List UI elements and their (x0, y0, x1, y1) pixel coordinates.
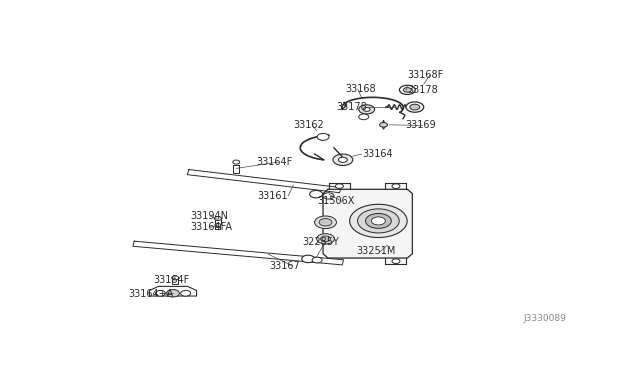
Circle shape (233, 160, 240, 164)
Text: 31506X: 31506X (317, 196, 355, 206)
Polygon shape (323, 189, 412, 258)
Circle shape (392, 184, 400, 189)
Circle shape (321, 236, 330, 242)
Circle shape (156, 291, 165, 296)
Text: 33168F: 33168F (408, 70, 444, 80)
Polygon shape (381, 121, 385, 129)
Circle shape (317, 134, 329, 140)
Circle shape (301, 255, 315, 263)
Circle shape (371, 217, 385, 225)
Circle shape (359, 105, 374, 114)
Circle shape (399, 85, 415, 94)
Circle shape (315, 216, 337, 228)
Circle shape (364, 108, 370, 111)
Text: 33161: 33161 (258, 191, 288, 201)
Circle shape (339, 157, 348, 162)
Polygon shape (329, 183, 350, 189)
Circle shape (319, 219, 332, 226)
Text: 33168: 33168 (346, 84, 376, 94)
Circle shape (312, 257, 322, 263)
Text: 33178: 33178 (408, 86, 438, 96)
Text: 33164F: 33164F (154, 275, 189, 285)
Circle shape (215, 223, 221, 227)
Text: 33162: 33162 (293, 120, 324, 130)
Circle shape (380, 122, 388, 127)
Text: 33164FA: 33164FA (190, 222, 232, 232)
Text: J3330089: J3330089 (524, 314, 566, 323)
Text: 33194N: 33194N (190, 211, 228, 221)
Circle shape (358, 209, 399, 233)
Circle shape (403, 87, 412, 92)
Circle shape (406, 102, 424, 112)
Circle shape (180, 291, 191, 296)
Circle shape (317, 234, 335, 244)
Circle shape (323, 193, 334, 199)
Polygon shape (172, 278, 178, 284)
Text: 33251M: 33251M (356, 246, 396, 256)
Text: 33164+A: 33164+A (129, 289, 174, 299)
Text: 33169: 33169 (405, 121, 435, 131)
Polygon shape (385, 183, 406, 189)
Circle shape (349, 204, 407, 238)
Polygon shape (215, 218, 221, 224)
Circle shape (214, 217, 221, 221)
Circle shape (410, 104, 420, 110)
Text: 33178: 33178 (336, 102, 367, 112)
Text: 33164: 33164 (363, 149, 394, 159)
Circle shape (365, 214, 391, 228)
Text: 33164F: 33164F (256, 157, 292, 167)
Text: 32285Y: 32285Y (302, 237, 339, 247)
Polygon shape (133, 241, 344, 265)
Text: 33167: 33167 (269, 261, 300, 271)
Circle shape (310, 190, 323, 198)
Circle shape (166, 289, 179, 297)
Polygon shape (150, 286, 196, 296)
Polygon shape (385, 258, 406, 264)
Circle shape (333, 154, 353, 166)
Polygon shape (233, 165, 239, 173)
Circle shape (359, 114, 369, 120)
Circle shape (172, 276, 179, 280)
Circle shape (392, 259, 400, 263)
Polygon shape (188, 170, 341, 193)
Polygon shape (216, 225, 220, 229)
Circle shape (335, 184, 344, 189)
